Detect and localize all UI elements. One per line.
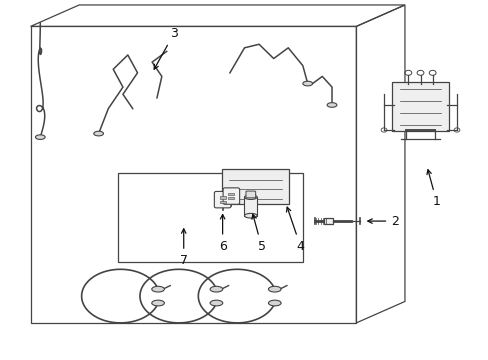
Text: 6: 6 — [218, 215, 226, 253]
Ellipse shape — [268, 286, 281, 292]
Text: 5: 5 — [251, 215, 265, 253]
Ellipse shape — [244, 195, 257, 199]
FancyBboxPatch shape — [214, 192, 230, 208]
Text: 7: 7 — [180, 229, 187, 267]
FancyBboxPatch shape — [324, 218, 332, 224]
Ellipse shape — [210, 286, 223, 292]
Ellipse shape — [302, 81, 312, 86]
FancyBboxPatch shape — [219, 197, 225, 199]
Text: 1: 1 — [426, 170, 440, 208]
Polygon shape — [118, 173, 302, 262]
Ellipse shape — [326, 103, 336, 107]
Ellipse shape — [268, 300, 281, 306]
Ellipse shape — [210, 300, 223, 306]
FancyBboxPatch shape — [228, 193, 234, 195]
Ellipse shape — [244, 213, 257, 218]
Text: 3: 3 — [154, 27, 178, 69]
Text: 4: 4 — [286, 207, 304, 253]
FancyBboxPatch shape — [391, 82, 448, 131]
FancyBboxPatch shape — [228, 197, 234, 199]
Text: 2: 2 — [367, 215, 398, 228]
Ellipse shape — [151, 286, 164, 292]
Ellipse shape — [94, 131, 103, 136]
Ellipse shape — [35, 135, 45, 139]
FancyBboxPatch shape — [245, 191, 255, 198]
FancyBboxPatch shape — [219, 201, 225, 203]
Ellipse shape — [151, 300, 164, 306]
FancyBboxPatch shape — [223, 188, 239, 204]
FancyBboxPatch shape — [244, 197, 257, 216]
FancyBboxPatch shape — [221, 168, 288, 204]
